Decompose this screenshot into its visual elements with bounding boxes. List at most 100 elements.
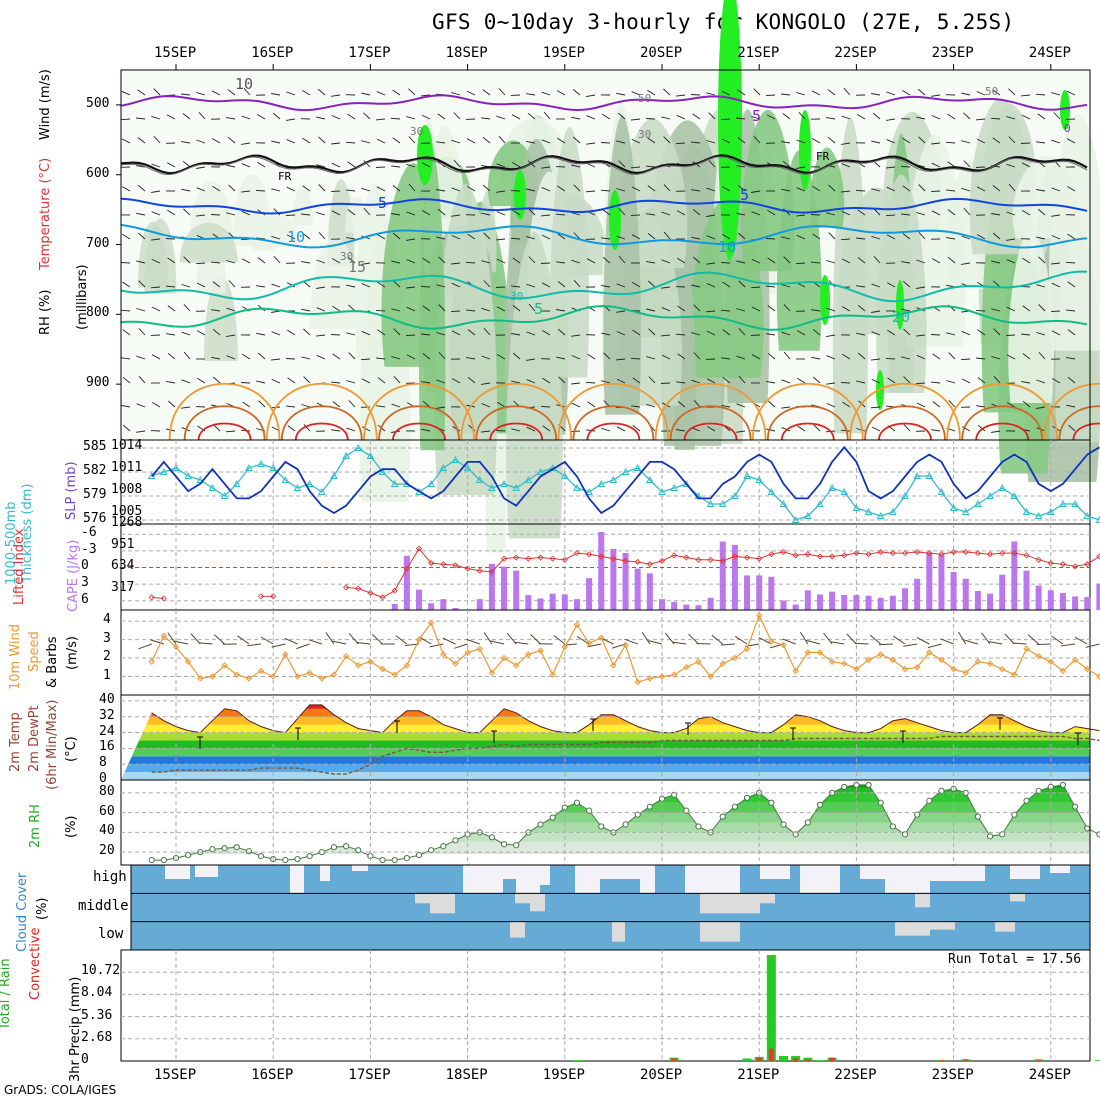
lifted-index-tick-label: 6 xyxy=(81,591,89,607)
date-label-bottom: 22SEP xyxy=(834,1067,877,1083)
warm-temp-contour xyxy=(363,383,475,441)
wind-barb xyxy=(616,426,626,432)
rh-point xyxy=(306,853,313,860)
thickness-point xyxy=(475,475,484,483)
wind-barb xyxy=(450,310,461,313)
wind-barb xyxy=(572,88,581,96)
cloud-gap-high xyxy=(516,865,540,893)
wind-barb xyxy=(482,136,491,144)
wind-barb xyxy=(857,209,866,216)
rh-point xyxy=(549,814,556,821)
cape-bar xyxy=(889,595,896,610)
wind-barb xyxy=(556,261,566,264)
wind-barb xyxy=(391,260,401,264)
wind-barb xyxy=(767,257,776,264)
wind-barb xyxy=(285,358,296,360)
wind-barb xyxy=(1006,354,1016,360)
wind-barb xyxy=(630,357,641,360)
wind-barb xyxy=(571,334,581,337)
wind-barb xyxy=(361,92,371,96)
wind-barb xyxy=(181,93,191,96)
precip-tick-label: 5.36 xyxy=(81,1007,113,1023)
wind-barb xyxy=(241,115,251,120)
cape-bar xyxy=(525,595,532,610)
cape-bar xyxy=(731,544,738,610)
wind-barb xyxy=(737,137,746,144)
wind-speed-point xyxy=(245,675,253,682)
wind-barb xyxy=(429,643,444,648)
lifted-index-point xyxy=(1059,561,1067,568)
wind-barb xyxy=(871,188,881,192)
wind-barb xyxy=(660,334,671,337)
wind-speed-point xyxy=(148,658,155,665)
wind-speed-point xyxy=(525,651,532,658)
cloud-gap-low xyxy=(700,921,740,942)
wind-barb xyxy=(406,211,416,216)
wind-barb xyxy=(558,376,566,384)
contour-label: 0 xyxy=(1064,122,1071,135)
wind-barb xyxy=(528,303,536,312)
wind-barb xyxy=(256,114,266,120)
temp-band xyxy=(121,716,1090,725)
cape-bar xyxy=(659,599,665,610)
temp-tick-label: 24 xyxy=(99,723,115,739)
wind-axis-label: Wind (m/s) xyxy=(38,69,53,140)
wind-barb xyxy=(227,89,236,96)
cape-bar xyxy=(744,575,751,610)
wind-barb xyxy=(332,401,341,408)
wind-barb xyxy=(631,405,641,408)
wind-barb xyxy=(211,356,221,360)
wind-barb xyxy=(738,328,746,336)
cape-bar xyxy=(1059,593,1066,610)
lifted-index-point xyxy=(355,585,362,592)
wind-barb xyxy=(990,117,1001,120)
wind-barb xyxy=(886,282,896,288)
thickness-point xyxy=(889,507,897,515)
wind-barb xyxy=(393,375,401,384)
wind-barb xyxy=(346,380,356,384)
temp-band xyxy=(121,708,1090,717)
wind-barb xyxy=(846,633,857,645)
wind-barb xyxy=(856,332,866,336)
wind-barb xyxy=(871,283,881,288)
rh-tick-label: 60 xyxy=(99,803,115,819)
warm-temp-contour xyxy=(392,422,446,441)
wind-barb xyxy=(585,381,596,384)
wind-barb xyxy=(840,382,851,384)
wind-barb xyxy=(857,352,866,360)
wind-barb xyxy=(301,404,311,408)
thickness-point xyxy=(512,483,521,491)
wind-barb xyxy=(466,638,480,645)
lifted-index-point xyxy=(999,550,1006,557)
rh-band xyxy=(121,802,1090,813)
wind-barb xyxy=(122,233,131,240)
wind-barb xyxy=(390,117,401,120)
thickness-point xyxy=(670,483,678,491)
thickness-point xyxy=(317,487,326,495)
wind-speed-point xyxy=(391,671,398,678)
warm-temp-contour xyxy=(878,422,932,441)
wind-barb xyxy=(316,164,326,168)
wind-barb xyxy=(120,262,131,264)
freezing-level xyxy=(120,154,1088,175)
wind-barb xyxy=(991,308,1001,312)
warm-temp-contour xyxy=(586,422,641,441)
wind-barb xyxy=(618,208,626,216)
wind-barb xyxy=(257,257,266,264)
wind-barb xyxy=(167,209,176,216)
rh-high-shading xyxy=(718,0,742,260)
wind-speed-point xyxy=(379,665,386,673)
wind-barb xyxy=(631,186,641,192)
wind-barb xyxy=(961,330,971,336)
wind-barb xyxy=(1051,214,1061,217)
thickness-point xyxy=(974,499,982,507)
wind-barb xyxy=(842,401,851,408)
rh-point xyxy=(428,847,435,854)
wind-barb xyxy=(692,113,701,120)
wind-barb xyxy=(571,116,581,120)
wind-barb xyxy=(841,115,851,120)
wind-barb xyxy=(1022,353,1031,360)
wind-barb xyxy=(512,162,521,168)
wind-barb xyxy=(196,330,206,336)
thickness-point xyxy=(913,471,921,479)
